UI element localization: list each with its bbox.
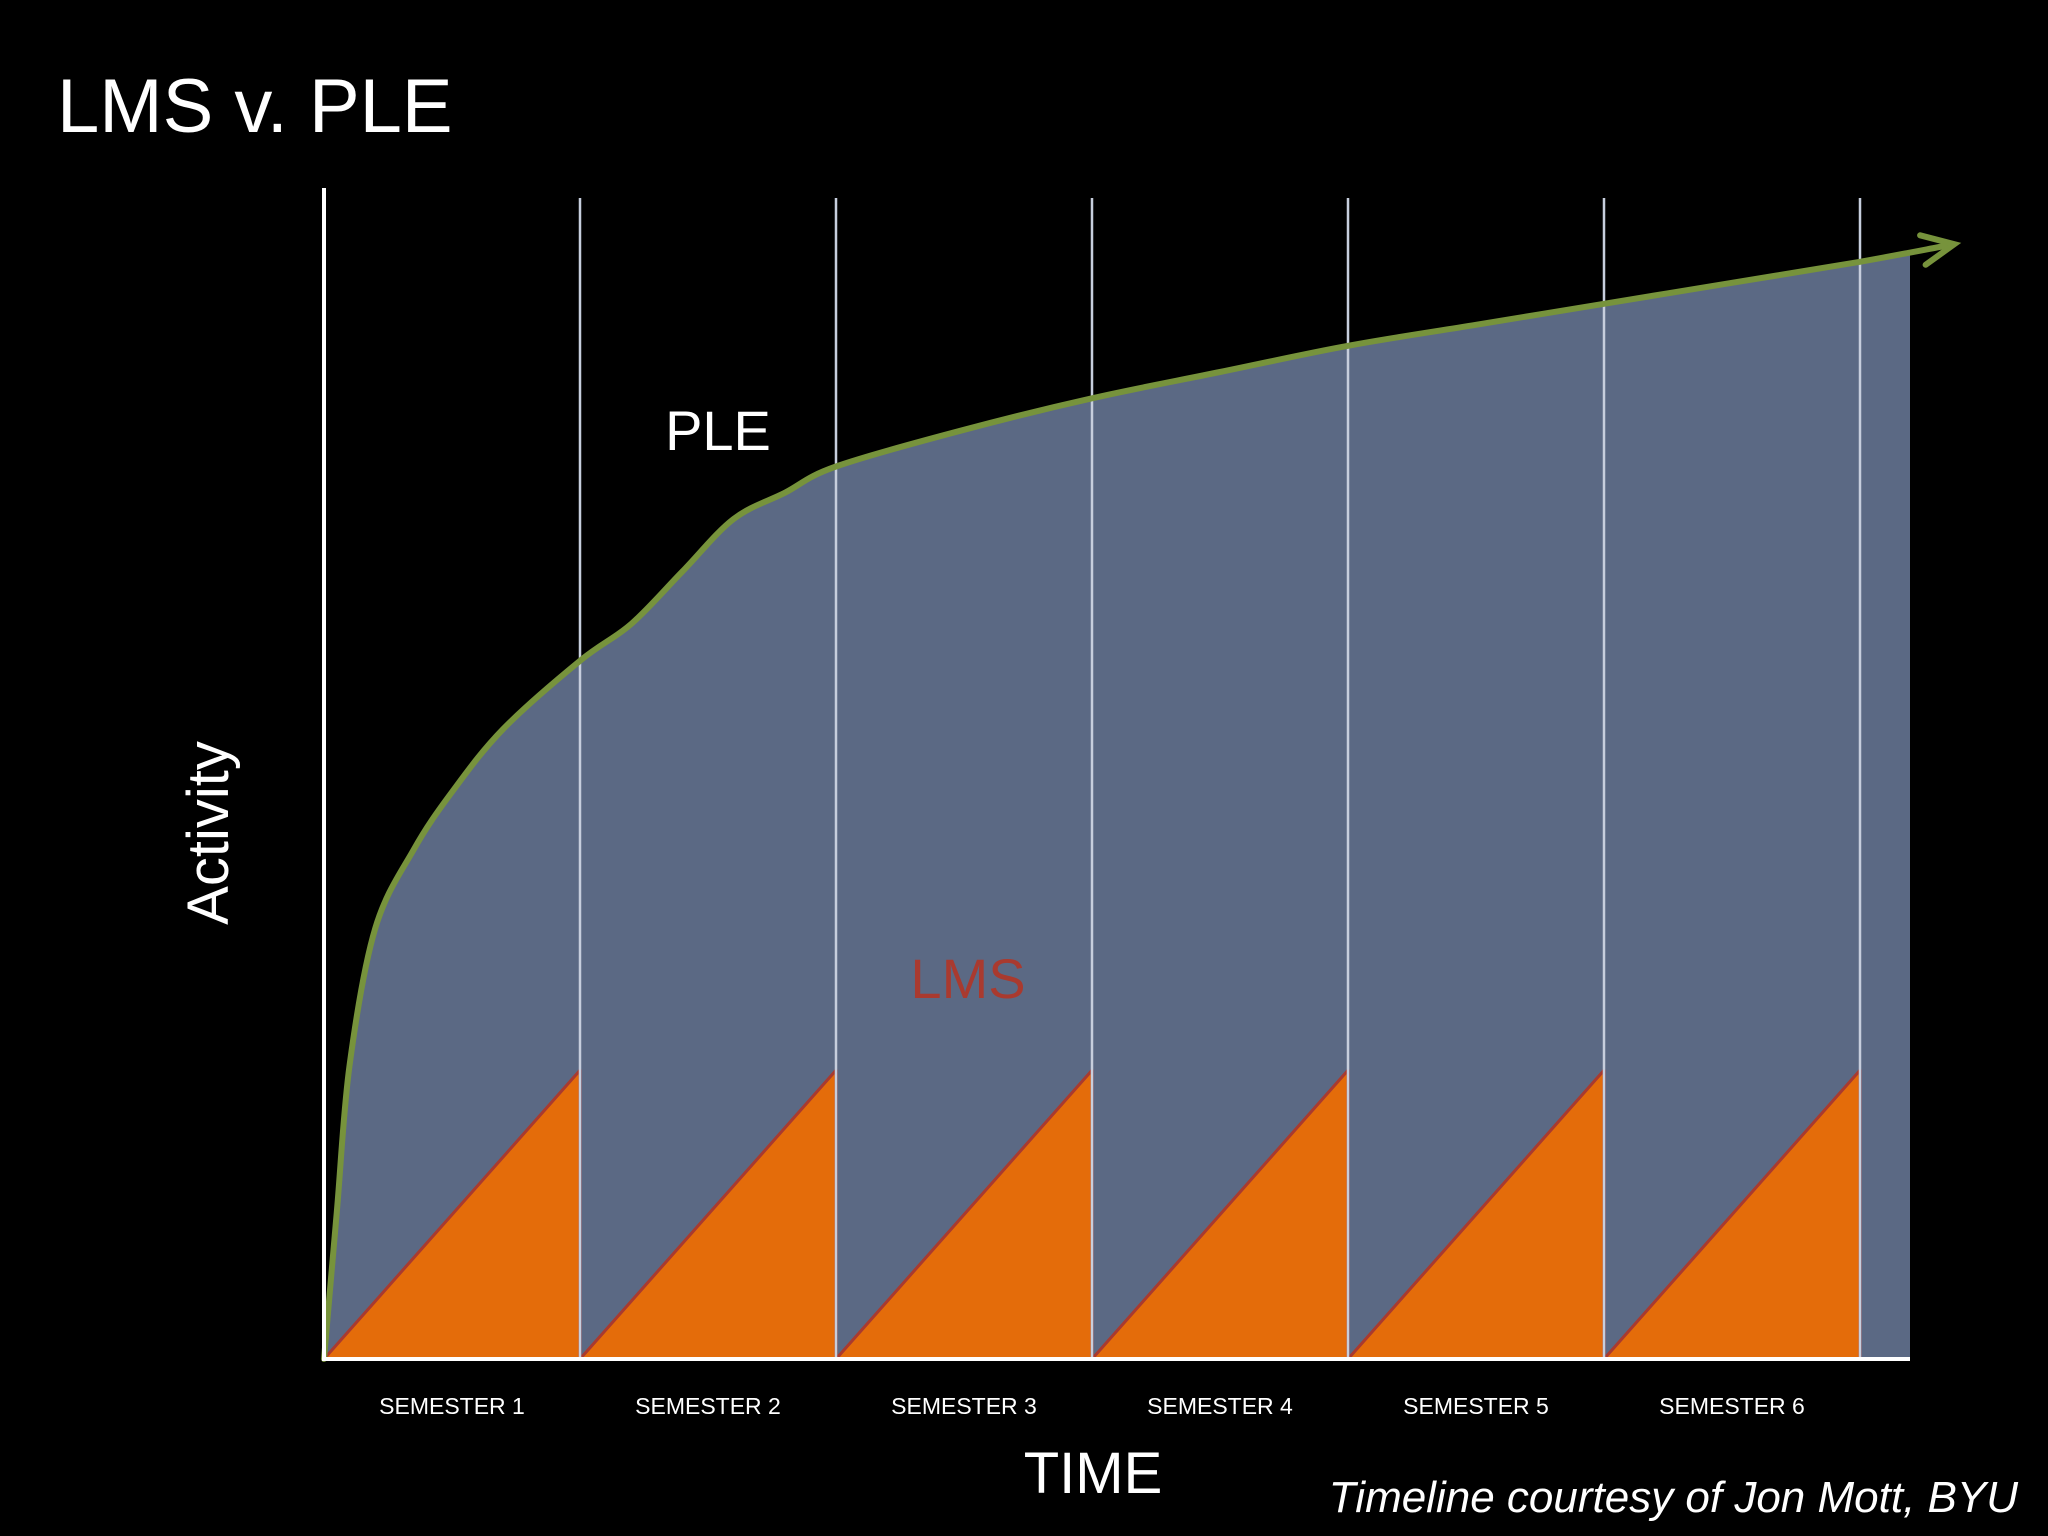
ple-series-label: PLE (665, 399, 771, 462)
x-tick-label: SEMESTER 2 (635, 1393, 781, 1419)
x-tick-label: SEMESTER 4 (1147, 1393, 1293, 1419)
lms-series-label: LMS (910, 947, 1025, 1010)
x-tick-label: SEMESTER 5 (1403, 1393, 1549, 1419)
slide-title: LMS v. PLE (57, 64, 453, 149)
x-tick-label: SEMESTER 1 (379, 1393, 525, 1419)
y-axis-title: Activity (176, 741, 241, 925)
x-axis-title: TIME (1024, 1441, 1163, 1506)
x-tick-label: SEMESTER 6 (1659, 1393, 1805, 1419)
x-tick-label: SEMESTER 3 (891, 1393, 1037, 1419)
slide-credit: Timeline courtesy of Jon Mott, BYU (1329, 1473, 2018, 1522)
lms-sawtooth-group (322, 1068, 1862, 1361)
ple-line (321, 243, 1948, 1362)
semester-gridlines (578, 198, 1862, 1359)
ple-area (324, 252, 1910, 1359)
chart: SEMESTER 1 SEMESTER 2 SEMESTER 3 SEMESTER 4… (176, 188, 1962, 1506)
x-tick-labels: SEMESTER 1 SEMESTER 2 SEMESTER 3 SEMESTER 4… (379, 1393, 1805, 1419)
ple-arrowhead (1917, 232, 1962, 268)
